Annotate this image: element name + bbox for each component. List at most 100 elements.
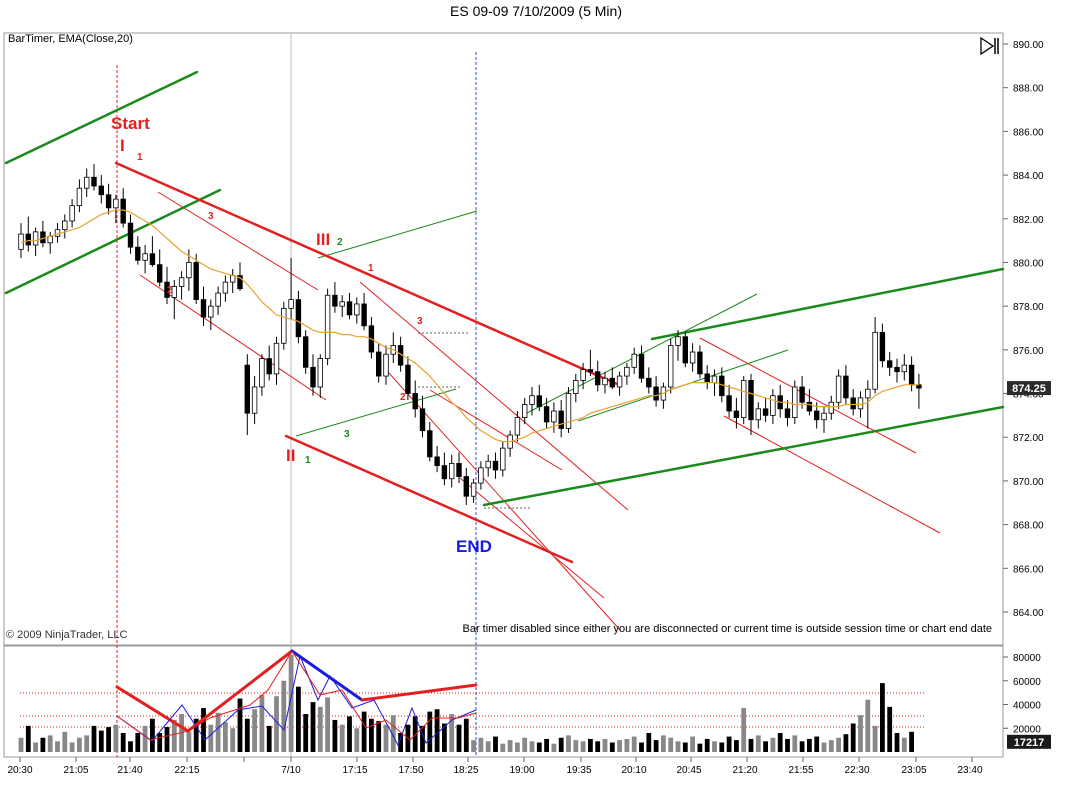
candle xyxy=(456,452,462,484)
volume-bar xyxy=(383,724,389,752)
time-tick-label: 22:15 xyxy=(174,765,199,776)
candle xyxy=(908,356,915,392)
candle xyxy=(105,183,112,215)
candle xyxy=(806,389,813,416)
volume-bar xyxy=(317,706,323,752)
volume-bar xyxy=(894,733,900,752)
volume-tick-label: 80000 xyxy=(1013,653,1041,664)
ema-line xyxy=(20,209,919,443)
volume-bar xyxy=(55,741,60,752)
candle xyxy=(551,402,557,433)
candle xyxy=(770,389,776,425)
candle xyxy=(281,301,287,350)
candle xyxy=(894,358,900,383)
candle xyxy=(317,354,323,398)
candle xyxy=(405,356,411,401)
svg-text:2: 2 xyxy=(400,392,406,403)
volume-zigzag xyxy=(115,649,478,747)
candle xyxy=(375,343,382,383)
candle xyxy=(478,461,484,490)
volume-bar xyxy=(909,731,914,752)
price-tick-label: 888.00 xyxy=(1013,84,1044,95)
candle xyxy=(324,288,331,366)
candle xyxy=(843,365,849,405)
volume-bar xyxy=(734,740,739,752)
candle xyxy=(595,360,601,392)
candle xyxy=(689,343,696,372)
candle xyxy=(821,406,827,433)
volume-axis: 80000 60000 40000 20000 xyxy=(1003,653,1041,735)
candle xyxy=(704,365,710,390)
volume-bar xyxy=(872,725,878,752)
volume-bar xyxy=(522,737,528,752)
candle xyxy=(156,249,163,287)
volume-bar xyxy=(901,737,907,752)
candlestick-series xyxy=(18,164,922,505)
volume-bar xyxy=(215,712,221,752)
candle xyxy=(697,345,703,379)
volume-bar xyxy=(135,733,141,752)
volume-bar xyxy=(836,737,841,752)
candle xyxy=(427,421,433,462)
volume-bar xyxy=(208,724,214,752)
candle xyxy=(259,354,265,396)
volume-bar xyxy=(602,738,608,752)
volume-bar xyxy=(485,741,491,752)
candle xyxy=(558,400,564,438)
candle xyxy=(149,236,156,267)
thick-trend-lines xyxy=(4,70,1005,564)
volume-bar xyxy=(281,680,287,752)
candle xyxy=(492,452,499,479)
volume-bar xyxy=(33,742,38,752)
candle xyxy=(543,397,550,429)
volume-bar xyxy=(858,715,863,752)
candle xyxy=(171,279,177,320)
volume-bar xyxy=(668,737,674,752)
volume-bar xyxy=(310,702,316,752)
volume-bar xyxy=(704,738,710,752)
price-tick-label: 880.00 xyxy=(1013,258,1044,269)
volume-bar xyxy=(325,697,330,752)
candle xyxy=(412,380,418,418)
candle xyxy=(127,214,134,254)
volume-bar xyxy=(193,718,199,752)
candle xyxy=(748,373,754,436)
volume-bar xyxy=(237,698,243,752)
candle xyxy=(668,338,674,394)
candle xyxy=(84,168,90,197)
candle xyxy=(91,164,97,191)
volume-bar xyxy=(347,716,352,752)
candle xyxy=(113,194,119,224)
play-pause-icon[interactable] xyxy=(980,36,1000,56)
candle xyxy=(441,452,448,486)
candle xyxy=(463,467,469,505)
candle xyxy=(273,336,280,385)
volume-bar xyxy=(850,723,856,752)
svg-text:17217: 17217 xyxy=(1014,737,1045,749)
candle xyxy=(887,352,893,377)
time-tick-label: 20:10 xyxy=(621,765,646,776)
volume-bar xyxy=(398,733,403,752)
volume-bar xyxy=(223,722,228,752)
volume-bar xyxy=(84,735,90,752)
candle xyxy=(741,376,747,425)
volume-bar xyxy=(661,735,666,752)
volume-bar xyxy=(785,738,790,752)
volume-bar xyxy=(244,718,250,752)
volume-bar xyxy=(120,733,126,752)
candle xyxy=(602,371,608,394)
volume-bar xyxy=(807,738,812,752)
candle xyxy=(361,293,367,331)
candle xyxy=(244,354,250,436)
candle xyxy=(755,402,761,429)
volume-bar xyxy=(712,741,717,752)
svg-text:1: 1 xyxy=(305,455,311,466)
price-tick-label: 876.00 xyxy=(1013,346,1044,357)
time-tick-label: 21:05 xyxy=(63,765,88,776)
time-tick-label: 23:40 xyxy=(957,765,982,776)
end-label: END xyxy=(456,537,492,556)
candle xyxy=(310,354,316,396)
volume-bar xyxy=(128,741,133,752)
candle xyxy=(208,299,214,331)
